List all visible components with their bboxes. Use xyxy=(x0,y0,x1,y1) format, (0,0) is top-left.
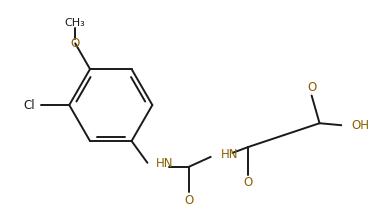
Text: Cl: Cl xyxy=(23,99,35,111)
Text: O: O xyxy=(185,194,193,207)
Text: O: O xyxy=(244,176,253,189)
Text: HN: HN xyxy=(156,157,174,170)
Text: O: O xyxy=(71,37,80,50)
Text: OH: OH xyxy=(351,119,369,132)
Text: CH₃: CH₃ xyxy=(65,18,86,28)
Text: O: O xyxy=(307,81,316,94)
Text: HN: HN xyxy=(221,148,238,161)
